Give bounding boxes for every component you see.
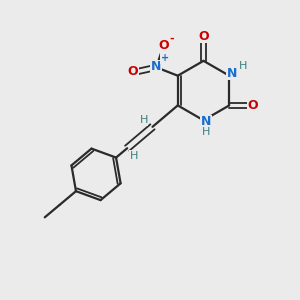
- Text: H: H: [140, 115, 148, 125]
- Text: +: +: [160, 53, 169, 64]
- Text: O: O: [128, 65, 139, 78]
- Text: H: H: [130, 151, 138, 161]
- Text: -: -: [169, 33, 174, 43]
- Text: O: O: [158, 39, 169, 52]
- Text: H: H: [202, 127, 210, 137]
- Text: N: N: [151, 60, 161, 73]
- Text: N: N: [226, 67, 237, 80]
- Text: H: H: [239, 61, 248, 71]
- Text: O: O: [198, 30, 209, 43]
- Text: N: N: [201, 115, 211, 128]
- Text: O: O: [248, 99, 258, 112]
